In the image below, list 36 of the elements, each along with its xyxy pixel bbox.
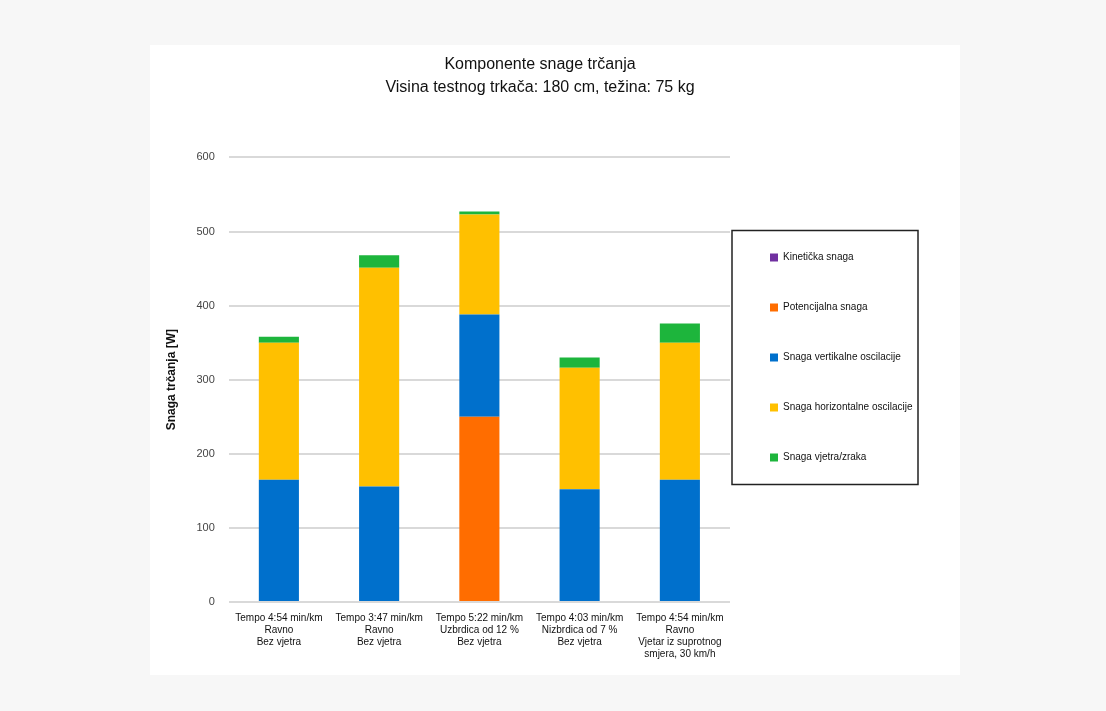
y-tick-label: 200 [196, 446, 215, 459]
legend-label: Kinetička snaga [783, 251, 855, 263]
bar [258, 336, 299, 343]
legend-label: Potencijalna snaga [783, 301, 868, 313]
x-tick-label: Tempo 5:22 min/km Uzbrdica od 12 % Bez vjetra [435, 611, 524, 647]
x-tick-label: Tempo 4:54 min/km Ravno Vjetar iz suprotnog smjera, 30 km/h [636, 611, 724, 659]
bar [559, 367, 600, 490]
y-tick-label: 0 [208, 595, 215, 608]
bar [459, 314, 500, 417]
legend-label: Snaga horizontalne oscilacije [783, 401, 913, 413]
bar [659, 342, 700, 480]
y-tick-label: 300 [196, 372, 215, 385]
legend-label: Snaga vertikalne oscilacije [783, 351, 902, 363]
bar [459, 416, 500, 601]
y-axis-title: Snaga trčanja [W] [163, 329, 178, 431]
legend-label: Snaga vjetra/zraka [783, 451, 867, 463]
y-tick-label: 500 [196, 224, 215, 237]
bar [559, 489, 600, 601]
y-tick-label: 100 [196, 520, 215, 533]
bar [459, 211, 500, 215]
bar [359, 255, 400, 268]
y-tick-label: 400 [196, 298, 215, 311]
chart-title: Komponente snage trčanja [444, 55, 636, 73]
bar [258, 342, 299, 480]
bar [359, 486, 400, 601]
x-tick-label: Tempo 3:47 min/km Ravno Bez vjetra [335, 611, 423, 647]
bar [659, 323, 700, 343]
bar [459, 214, 500, 315]
y-tick-label: 600 [196, 150, 215, 163]
x-tick-label: Tempo 4:03 min/km Nizbrdica od 7 % Bez vjetra [535, 611, 624, 647]
bar [659, 479, 700, 601]
bar [258, 479, 299, 601]
x-tick-label: Tempo 4:54 min/km Ravno Bez vjetra [235, 611, 323, 647]
chart-subtitle: Visina testnog trkača: 180 cm, težina: 75 kg [385, 78, 695, 96]
bar [559, 357, 600, 368]
bar [359, 267, 400, 487]
